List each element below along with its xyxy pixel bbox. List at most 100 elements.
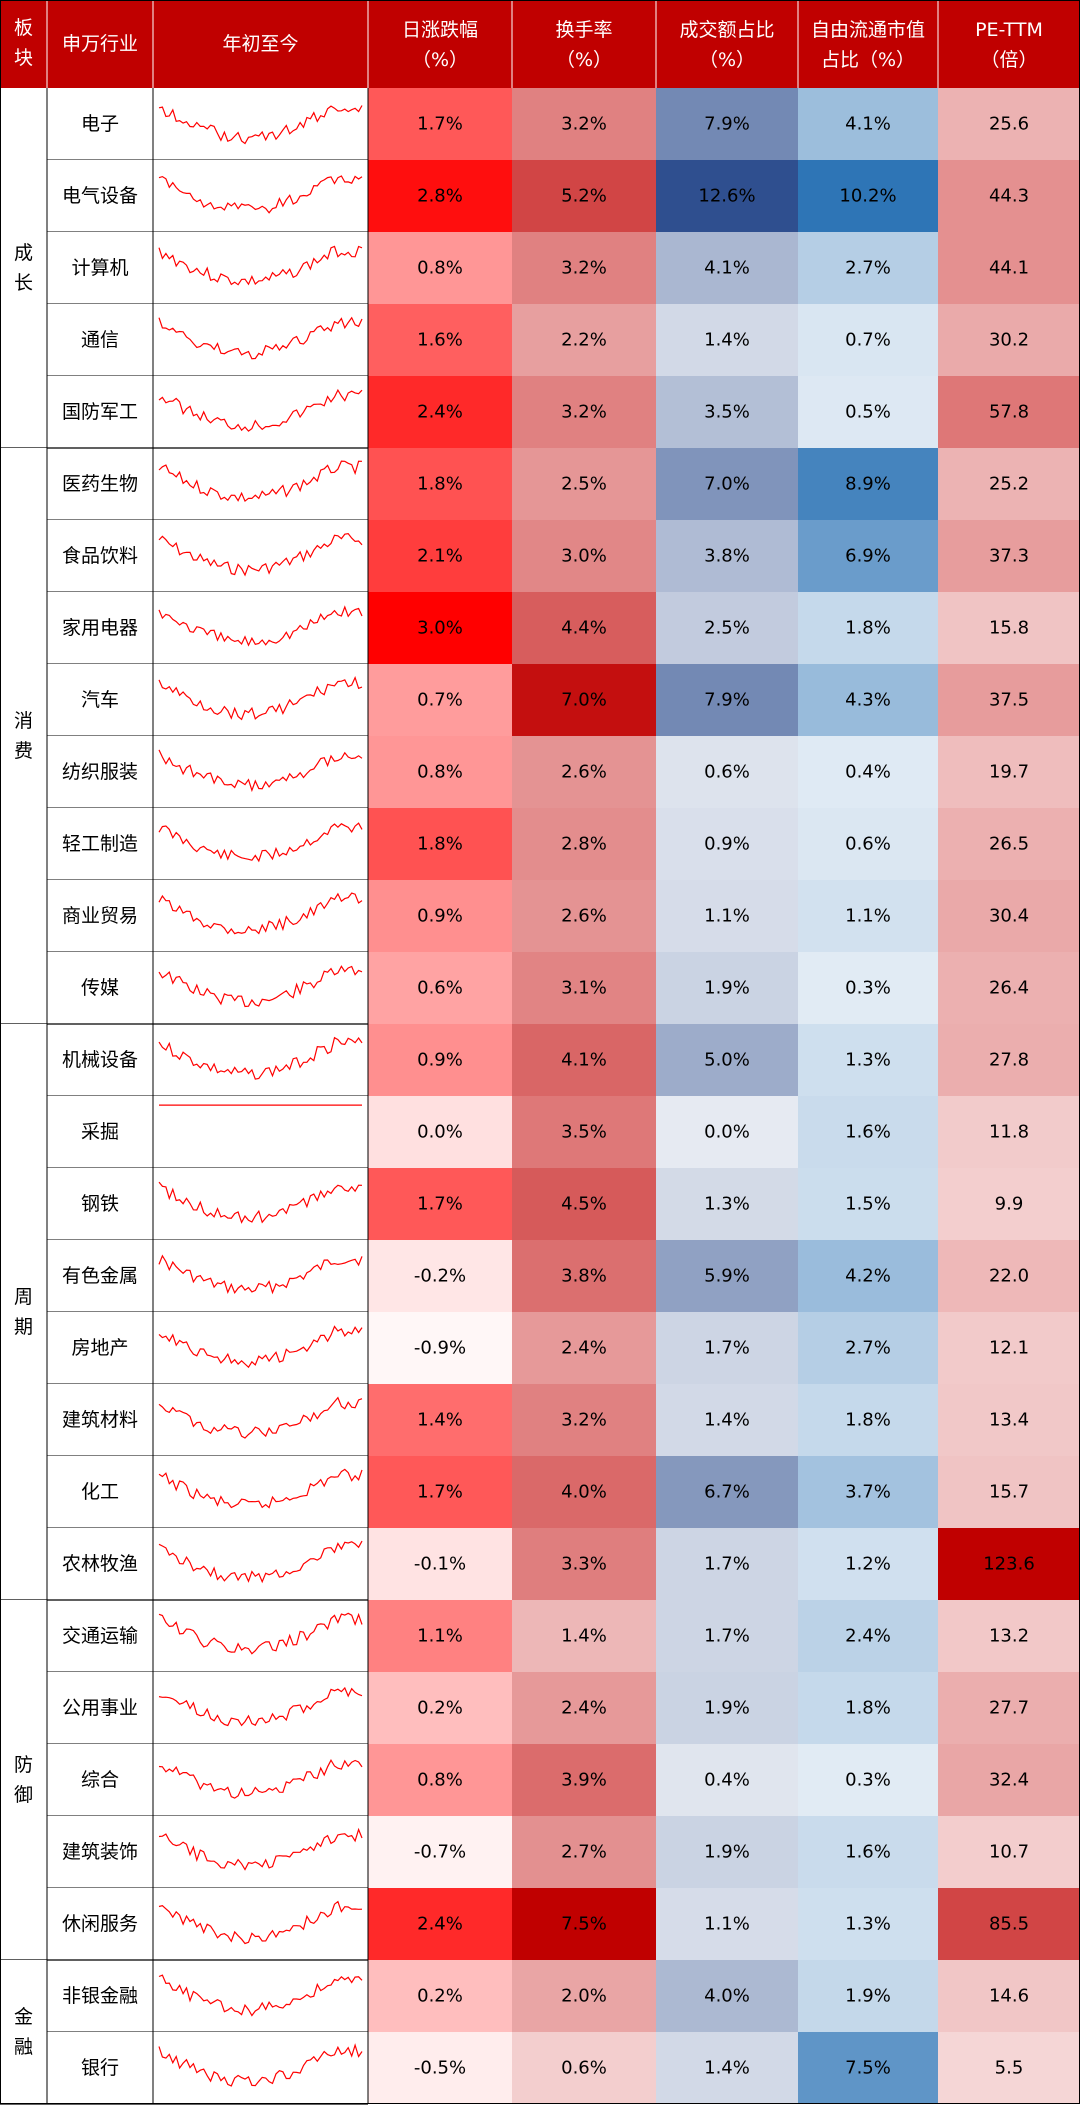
- metric-value-turnover: 2.5%: [561, 474, 607, 495]
- metric-value-float_cap_share: 0.3%: [845, 978, 891, 999]
- industry-cell: [47, 664, 153, 736]
- metric-value-change: 0.2%: [417, 1698, 463, 1719]
- trend-cell: [153, 1816, 368, 1888]
- sparkline: [158, 316, 363, 360]
- metric-cell-volume_share: [656, 1600, 798, 1672]
- metric-value-float_cap_share: 4.1%: [845, 114, 891, 135]
- metric-value-pe_ttm: 15.8: [989, 618, 1029, 639]
- sparkline: [158, 965, 363, 1008]
- industry-cell: [47, 736, 153, 808]
- metric-cell-volume_share: [656, 88, 798, 160]
- group-cell: [0, 448, 47, 1024]
- metric-cell-pe_ttm: [938, 736, 1080, 808]
- header-metric-2-line1: 成交额占比: [679, 19, 774, 41]
- header-group-label-2: 块: [14, 47, 33, 69]
- metric-value-turnover: 3.0%: [561, 546, 607, 567]
- metric-value-float_cap_share: 1.9%: [845, 1986, 891, 2007]
- industry-label: 非银金融: [62, 1985, 138, 2007]
- industry-cell: [47, 1384, 153, 1456]
- metric-cell-volume_share: [656, 520, 798, 592]
- metric-cell-volume_share: [656, 1168, 798, 1240]
- metric-cell-float_cap_share: [798, 880, 938, 952]
- metric-value-change: -0.9%: [414, 1338, 466, 1359]
- metric-value-float_cap_share: 2.7%: [845, 1338, 891, 1359]
- industry-cell: [47, 1240, 153, 1312]
- metric-value-change: -0.7%: [414, 1842, 466, 1863]
- metric-value-float_cap_share: 1.3%: [845, 1050, 891, 1071]
- metric-cell-float_cap_share: [798, 1312, 938, 1384]
- metric-cell-change: [368, 1744, 512, 1816]
- metric-value-volume_share: 0.4%: [704, 1770, 750, 1791]
- metric-cell-float_cap_share: [798, 520, 938, 592]
- industry-cell: [47, 1816, 153, 1888]
- trend-cell: [153, 304, 368, 376]
- metric-value-turnover: 7.0%: [561, 690, 607, 711]
- industry-cell: [47, 376, 153, 448]
- metric-cell-volume_share: [656, 160, 798, 232]
- metric-cell-pe_ttm: [938, 304, 1080, 376]
- metric-cell-turnover: [512, 1600, 656, 1672]
- metric-value-change: 2.4%: [417, 1914, 463, 1935]
- sparkline: [158, 1827, 363, 1871]
- industry-label: 食品饮料: [62, 545, 138, 567]
- industry-cell: [47, 880, 153, 952]
- metric-value-turnover: 3.5%: [561, 1122, 607, 1143]
- industry-label: 纺织服装: [62, 761, 138, 783]
- trend-cell: [153, 232, 368, 304]
- industry-cell: [47, 2032, 153, 2104]
- metric-value-volume_share: 5.9%: [704, 1266, 750, 1287]
- metric-value-float_cap_share: 10.2%: [839, 186, 896, 207]
- metric-cell-volume_share: [656, 304, 798, 376]
- trend-cell: [153, 592, 368, 664]
- metric-cell-float_cap_share: [798, 304, 938, 376]
- metric-cell-turnover: [512, 1672, 656, 1744]
- industry-label: 钢铁: [81, 1193, 119, 1215]
- sparkline: [158, 1900, 363, 1945]
- header-metric-4-line1: PE-TTM: [975, 19, 1043, 41]
- metric-cell-turnover: [512, 1456, 656, 1528]
- metric-cell-change: [368, 1024, 512, 1096]
- metric-value-float_cap_share: 1.2%: [845, 1554, 891, 1575]
- sparkline: [158, 1686, 363, 1727]
- metric-value-float_cap_share: 1.1%: [845, 906, 891, 927]
- metric-cell-volume_share: [656, 808, 798, 880]
- trend-cell: [153, 1384, 368, 1456]
- metric-cell-change: [368, 520, 512, 592]
- metric-value-volume_share: 1.3%: [704, 1194, 750, 1215]
- group-label-1: 消: [14, 710, 33, 732]
- industry-cell: [47, 1528, 153, 1600]
- metric-cell-volume_share: [656, 232, 798, 304]
- metric-value-turnover: 3.2%: [561, 1410, 607, 1431]
- metric-value-change: 0.9%: [417, 906, 463, 927]
- metric-value-volume_share: 4.1%: [704, 258, 750, 279]
- metric-cell-pe_ttm: [938, 1672, 1080, 1744]
- metric-cell-pe_ttm: [938, 952, 1080, 1024]
- header-metric-3-line1: 自由流通市值: [811, 19, 925, 41]
- header-metric-2-line2: （%）: [699, 49, 755, 71]
- sparkline: [158, 1612, 363, 1655]
- industry-label: 建筑装饰: [62, 1841, 138, 1863]
- metric-value-volume_share: 0.9%: [704, 834, 750, 855]
- metric-value-pe_ttm: 37.5: [989, 690, 1029, 711]
- metric-value-pe_ttm: 57.8: [989, 402, 1029, 423]
- metric-cell-pe_ttm: [938, 1888, 1080, 1960]
- header-industry-label: 申万行业: [62, 33, 138, 55]
- group-cell: [0, 1024, 47, 1600]
- metric-value-pe_ttm: 13.2: [989, 1626, 1029, 1647]
- metric-cell-float_cap_share: [798, 592, 938, 664]
- metric-cell-turnover: [512, 592, 656, 664]
- metric-cell-float_cap_share: [798, 952, 938, 1024]
- header-group-label-1: 板: [14, 17, 33, 39]
- metric-cell-volume_share: [656, 592, 798, 664]
- industry-label: 计算机: [71, 257, 128, 279]
- metric-cell-change: [368, 880, 512, 952]
- metric-value-pe_ttm: 44.3: [989, 186, 1029, 207]
- sparkline: [158, 388, 363, 432]
- group-label-1: 周: [14, 1286, 33, 1308]
- metric-cell-pe_ttm: [938, 1600, 1080, 1672]
- sparkline: [158, 532, 363, 577]
- sparkline: [158, 1974, 363, 2017]
- metric-cell-pe_ttm: [938, 1168, 1080, 1240]
- metric-cell-change: [368, 232, 512, 304]
